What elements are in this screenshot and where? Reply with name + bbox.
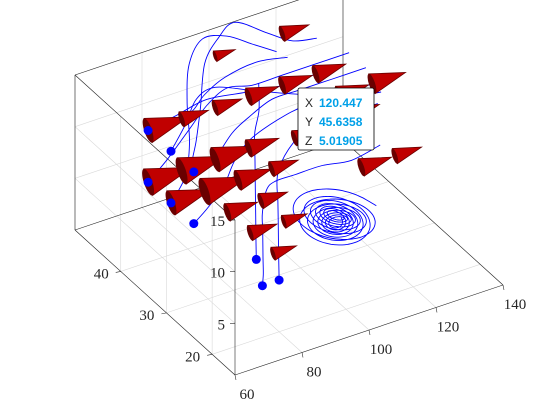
x-tick-label: 80 xyxy=(307,365,322,381)
grid-line-z-side xyxy=(74,178,236,324)
tick-labels: 60 80 100 120 140 20 30 40 5 10 15 xyxy=(94,214,527,403)
stream-line xyxy=(214,67,367,160)
x-tick-label: 120 xyxy=(437,320,460,336)
start-marker xyxy=(143,177,153,187)
x-tick-label: 60 xyxy=(240,387,255,403)
datatip-box xyxy=(297,87,375,151)
y-tick-label: 40 xyxy=(94,266,109,282)
stream-lines xyxy=(147,21,382,286)
grid-line-y-floor xyxy=(212,264,481,355)
spiral-stream xyxy=(292,188,377,246)
datatip-x-key: X xyxy=(305,96,313,110)
cone-base xyxy=(270,247,276,261)
cone-base xyxy=(211,100,219,116)
cone-base xyxy=(223,203,232,222)
cone-base xyxy=(178,111,186,127)
x-tick-mark xyxy=(301,352,304,358)
cone-base xyxy=(357,158,366,177)
axes-edge xyxy=(74,229,236,376)
x-tick-mark xyxy=(368,329,371,336)
start-marker xyxy=(189,167,199,177)
start-marker xyxy=(166,198,176,208)
x-tick-mark xyxy=(502,284,505,291)
start-marker xyxy=(274,275,284,285)
start-marker xyxy=(251,254,261,264)
cone-base xyxy=(209,147,221,172)
z-tick-label: 15 xyxy=(210,214,225,230)
cone-base xyxy=(233,170,243,191)
stream-line xyxy=(181,56,288,120)
y-tick-label: 20 xyxy=(185,349,200,365)
datatip-y-key: Y xyxy=(305,115,313,129)
start-marker xyxy=(143,126,153,135)
start-marker xyxy=(189,219,199,229)
cone-base xyxy=(244,139,253,158)
y-tick-mark xyxy=(161,312,167,315)
datatip-y-value: 45.6358 xyxy=(319,115,363,129)
cone-base xyxy=(367,73,377,94)
x-tick-label: 140 xyxy=(504,297,527,313)
cone-base xyxy=(212,50,218,62)
stream-line xyxy=(261,144,381,286)
grid-line-x-floor xyxy=(275,162,437,308)
axes-edge xyxy=(74,0,300,76)
grid-line-z-side xyxy=(74,126,236,272)
x-tick-label: 100 xyxy=(370,342,393,358)
cone-base xyxy=(175,157,188,185)
y-tick-mark xyxy=(207,353,213,356)
x-tick-mark xyxy=(234,374,237,381)
cone-base xyxy=(257,193,265,209)
start-marker xyxy=(257,281,267,291)
grid-line-z-back xyxy=(74,36,344,127)
cone-base xyxy=(280,215,287,229)
datatip-z-key: Z xyxy=(305,134,312,148)
cone-base xyxy=(246,225,254,241)
cone-base xyxy=(278,76,287,95)
start-markers xyxy=(143,126,284,291)
datatip-z-value: 5.01905 xyxy=(319,134,363,148)
x-tick-mark xyxy=(435,307,438,313)
start-marker xyxy=(166,146,176,156)
datatip[interactable]: X 120.447 Y 45.6358 Z 5.01905 xyxy=(297,87,375,151)
y-tick-mark xyxy=(115,271,121,273)
cone-base xyxy=(198,178,211,205)
cone-base xyxy=(268,161,275,177)
cone-base xyxy=(278,26,286,42)
z-tick-label: 5 xyxy=(218,317,226,333)
z-tick-label: 10 xyxy=(210,266,225,282)
datatip-x-value: 120.447 xyxy=(319,96,363,110)
y-tick-label: 30 xyxy=(139,308,154,324)
cone-base xyxy=(290,130,298,146)
cone-base xyxy=(311,65,320,84)
cone-glyphs xyxy=(142,24,423,261)
grid-line-y-floor xyxy=(166,222,435,314)
cone-base xyxy=(244,88,253,106)
cone-base xyxy=(391,148,399,164)
grid-line-x-floor xyxy=(141,207,303,353)
